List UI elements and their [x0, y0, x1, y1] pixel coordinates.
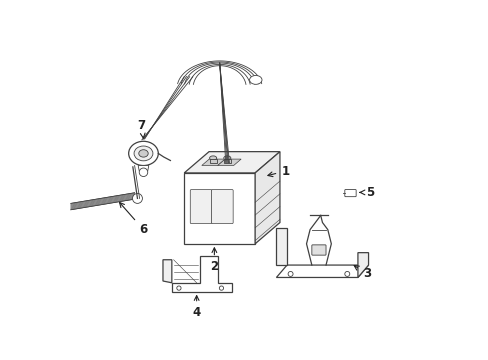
Ellipse shape	[128, 141, 158, 166]
Ellipse shape	[209, 156, 216, 160]
Polygon shape	[255, 152, 279, 244]
Ellipse shape	[224, 156, 230, 160]
FancyBboxPatch shape	[311, 245, 325, 255]
Circle shape	[219, 286, 223, 290]
FancyBboxPatch shape	[190, 190, 211, 224]
Text: 1: 1	[267, 165, 289, 177]
Polygon shape	[276, 265, 368, 278]
Ellipse shape	[139, 150, 148, 157]
Polygon shape	[217, 159, 241, 166]
Text: 6: 6	[119, 203, 147, 236]
Circle shape	[132, 193, 142, 203]
Ellipse shape	[134, 146, 153, 161]
Polygon shape	[138, 166, 148, 171]
Circle shape	[177, 286, 181, 290]
Polygon shape	[224, 159, 230, 163]
Ellipse shape	[249, 76, 262, 84]
Circle shape	[287, 271, 292, 276]
Polygon shape	[202, 159, 224, 166]
Polygon shape	[276, 228, 286, 265]
Text: 3: 3	[353, 266, 370, 280]
Polygon shape	[184, 173, 255, 244]
Circle shape	[344, 271, 349, 276]
Circle shape	[139, 168, 147, 176]
Polygon shape	[209, 159, 216, 163]
FancyBboxPatch shape	[211, 190, 233, 224]
Polygon shape	[184, 152, 279, 173]
Polygon shape	[357, 253, 368, 278]
Polygon shape	[171, 256, 232, 292]
Text: 5: 5	[359, 186, 374, 199]
Polygon shape	[163, 260, 171, 283]
Text: 7: 7	[137, 118, 145, 138]
Text: 2: 2	[210, 248, 218, 273]
FancyBboxPatch shape	[344, 190, 355, 197]
Text: 4: 4	[192, 296, 201, 319]
